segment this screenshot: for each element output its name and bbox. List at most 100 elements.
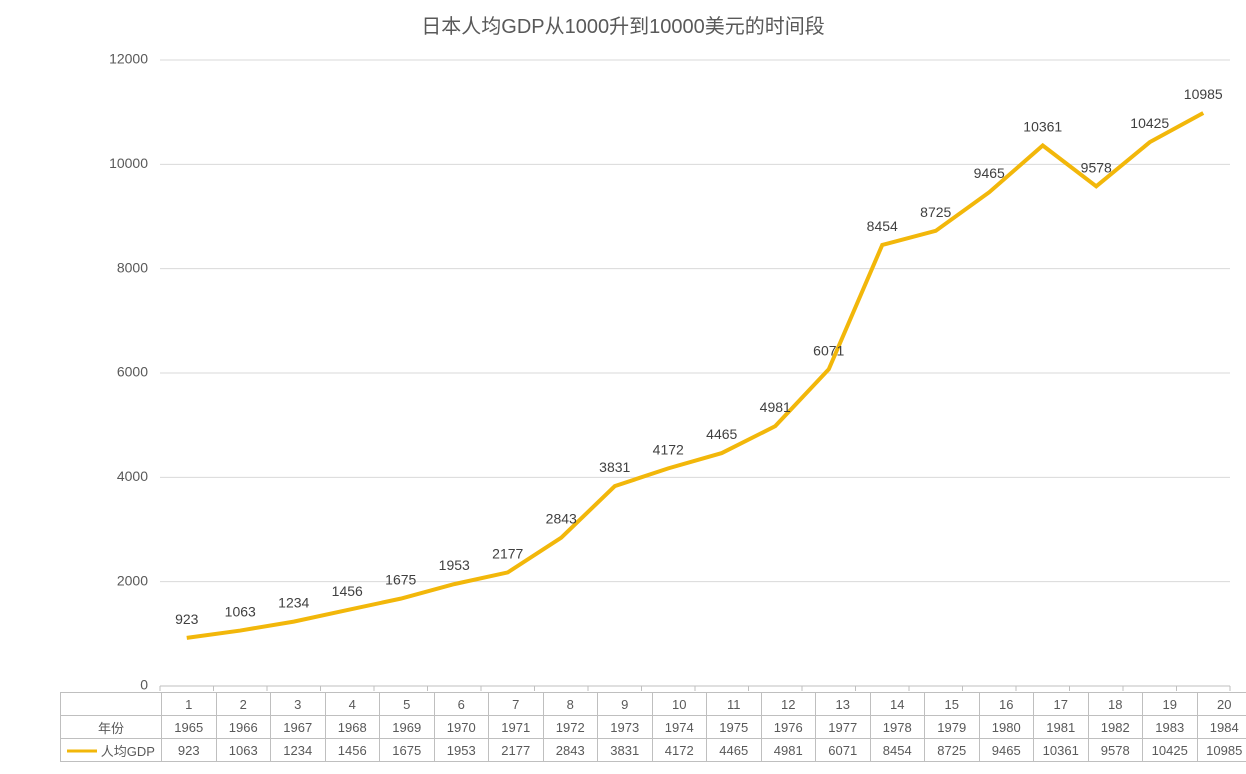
table-cell: 1977 bbox=[816, 716, 871, 739]
table-cell: 8 bbox=[543, 693, 598, 716]
y-tick-label: 2000 bbox=[117, 572, 148, 588]
table-cell: 5 bbox=[380, 693, 435, 716]
table-cell: 2177 bbox=[489, 739, 544, 762]
table-cell: 19 bbox=[1143, 693, 1198, 716]
data-table: 1234567891011121314151617181920年份1965196… bbox=[60, 692, 1246, 762]
data-label: 4981 bbox=[760, 399, 791, 415]
table-cell: 1980 bbox=[979, 716, 1034, 739]
y-tick-label: 6000 bbox=[117, 364, 148, 380]
legend-label: 人均GDP bbox=[97, 744, 155, 759]
table-cell: 10985 bbox=[1197, 739, 1246, 762]
table-cell: 1675 bbox=[380, 739, 435, 762]
table-cell: 10361 bbox=[1034, 739, 1089, 762]
series-line bbox=[187, 113, 1204, 638]
y-tick-label: 4000 bbox=[117, 468, 148, 484]
row-header bbox=[61, 693, 162, 716]
table-cell: 4172 bbox=[652, 739, 707, 762]
y-axis-labels: 0 2000 4000 6000 8000 10000 12000 bbox=[109, 51, 148, 693]
table-cell: 1975 bbox=[707, 716, 762, 739]
data-label: 1675 bbox=[385, 572, 416, 588]
table-cell: 1976 bbox=[761, 716, 816, 739]
data-label: 10985 bbox=[1184, 86, 1223, 102]
table-cell: 1967 bbox=[271, 716, 326, 739]
table-cell: 923 bbox=[162, 739, 217, 762]
table-cell: 13 bbox=[816, 693, 871, 716]
data-label: 923 bbox=[175, 611, 199, 627]
table-cell: 17 bbox=[1034, 693, 1089, 716]
table-cell: 1965 bbox=[162, 716, 217, 739]
data-label: 10361 bbox=[1023, 119, 1062, 135]
data-label: 4172 bbox=[653, 441, 684, 457]
table-cell: 15 bbox=[925, 693, 980, 716]
y-tick-label: 10000 bbox=[109, 155, 148, 171]
data-label: 1063 bbox=[225, 604, 256, 620]
table-cell: 20 bbox=[1197, 693, 1246, 716]
table-cell: 10425 bbox=[1143, 739, 1198, 762]
table-cell: 14 bbox=[870, 693, 925, 716]
data-label: 9578 bbox=[1081, 159, 1112, 175]
y-tick-label: 12000 bbox=[109, 51, 148, 67]
table-cell: 1 bbox=[162, 693, 217, 716]
table-cell: 9 bbox=[598, 693, 653, 716]
chart-svg: 020004000600080001000012000 923106312341… bbox=[0, 0, 1246, 774]
y-tick-label: 8000 bbox=[117, 259, 148, 275]
table-cell: 4981 bbox=[761, 739, 816, 762]
data-labels: 923 1063 1234 1456 1675 1953 2177 2843 3831 4172 4… bbox=[175, 86, 1223, 627]
row-header: 年份 bbox=[61, 716, 162, 739]
data-label: 10425 bbox=[1130, 115, 1169, 131]
table-cell: 1970 bbox=[434, 716, 489, 739]
table-cell: 1969 bbox=[380, 716, 435, 739]
legend-line-icon bbox=[67, 746, 97, 756]
data-label: 1456 bbox=[332, 583, 363, 599]
table-cell: 1971 bbox=[489, 716, 544, 739]
table-cell: 2 bbox=[216, 693, 271, 716]
table-cell: 10 bbox=[652, 693, 707, 716]
table-cell: 1982 bbox=[1088, 716, 1143, 739]
table-cell: 16 bbox=[979, 693, 1034, 716]
table-cell: 1983 bbox=[1143, 716, 1198, 739]
data-label: 2177 bbox=[492, 545, 523, 561]
table-cell: 8725 bbox=[925, 739, 980, 762]
table-cell: 18 bbox=[1088, 693, 1143, 716]
table-cell: 11 bbox=[707, 693, 762, 716]
table-cell: 1984 bbox=[1197, 716, 1246, 739]
table-cell: 1979 bbox=[925, 716, 980, 739]
table-cell: 1063 bbox=[216, 739, 271, 762]
table-cell: 2843 bbox=[543, 739, 598, 762]
table-cell: 12 bbox=[761, 693, 816, 716]
table-cell: 6071 bbox=[816, 739, 871, 762]
data-label: 3831 bbox=[599, 459, 630, 475]
table-cell: 6 bbox=[434, 693, 489, 716]
data-label: 4465 bbox=[706, 426, 737, 442]
data-label: 9465 bbox=[974, 165, 1005, 181]
table-cell: 3831 bbox=[598, 739, 653, 762]
data-label: 1953 bbox=[439, 557, 470, 573]
table-cell: 8454 bbox=[870, 739, 925, 762]
table-cell: 9578 bbox=[1088, 739, 1143, 762]
table-cell: 1966 bbox=[216, 716, 271, 739]
table-cell: 4 bbox=[325, 693, 380, 716]
gridlines bbox=[160, 60, 1230, 582]
x-tick-marks bbox=[160, 686, 1230, 691]
table-cell: 1974 bbox=[652, 716, 707, 739]
chart-container: 日本人均GDP从1000升到10000美元的时间段 02000400060008… bbox=[0, 0, 1246, 774]
table-cell: 9465 bbox=[979, 739, 1034, 762]
table-cell: 1234 bbox=[271, 739, 326, 762]
table-cell: 1968 bbox=[325, 716, 380, 739]
y-tick-label: 0 bbox=[140, 677, 148, 693]
data-label: 8725 bbox=[920, 204, 951, 220]
data-label: 2843 bbox=[546, 511, 577, 527]
table-cell: 1456 bbox=[325, 739, 380, 762]
table-cell: 3 bbox=[271, 693, 326, 716]
table-cell: 4465 bbox=[707, 739, 762, 762]
legend-cell: 人均GDP bbox=[61, 739, 162, 762]
table-cell: 1972 bbox=[543, 716, 598, 739]
data-label: 6071 bbox=[813, 342, 844, 358]
table-cell: 1953 bbox=[434, 739, 489, 762]
table-cell: 1978 bbox=[870, 716, 925, 739]
table-cell: 7 bbox=[489, 693, 544, 716]
table-cell: 1981 bbox=[1034, 716, 1089, 739]
data-label: 1234 bbox=[278, 595, 309, 611]
table-cell: 1973 bbox=[598, 716, 653, 739]
data-label: 8454 bbox=[867, 218, 898, 234]
